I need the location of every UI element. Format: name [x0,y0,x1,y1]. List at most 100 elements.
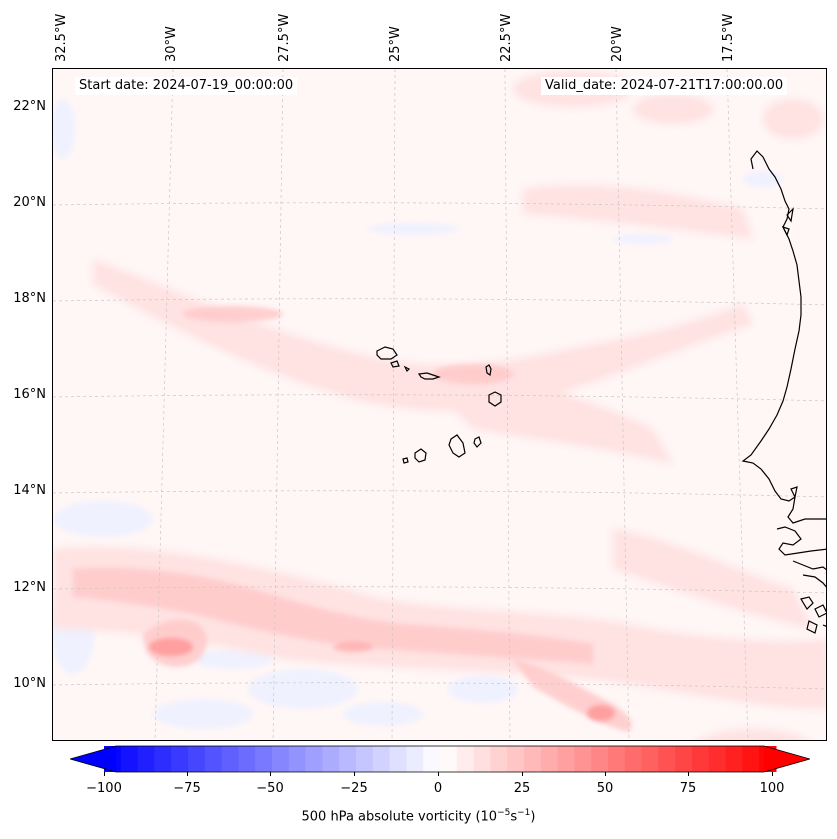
colorbar-tick-label: 75 [679,781,697,796]
lon-label-30w: 30°W [164,26,179,62]
western-sahara-inlets [781,207,794,237]
colorbar-cell [288,746,307,772]
strong-positive-vorticity [149,638,615,721]
parallel-12n [53,586,826,594]
colorbar-cell [272,746,290,772]
colorbar-tick [522,772,523,776]
colorbar-min-extend [70,746,116,772]
strong-core-west [149,638,193,656]
colorbar-tick [187,772,188,776]
neg-patch [53,501,153,537]
colorbar-tick-label: 100 [759,781,785,796]
colorbar-cell [305,746,323,772]
lat-label-22n: 22°N [13,99,46,114]
coast-guinea-islands [800,596,826,634]
map-panel [52,68,827,741]
mod-patch [183,306,283,322]
lon-label-27-5w: 27.5°W [277,13,292,62]
colorbar-title: 500 hPa absolute vorticity (10−5s−1) [0,808,837,824]
colorbar-tick [772,772,773,776]
pos-patch [633,94,713,124]
colorbar-title-end: ) [530,809,536,825]
valid-date-label: Valid_date: 2024-07-21T17:00:00.00 [541,77,788,95]
lon-label-25w: 25°W [388,26,403,62]
neg-patch [153,699,253,729]
island-santa-luzia [403,365,411,373]
colorbar-title-exp1: −5 [497,808,511,818]
neg-patch [743,171,783,187]
colorbar-tick [270,772,271,776]
meridian-27-5w [272,69,284,740]
island-boa-vista [488,391,502,407]
vorticity-map [53,69,826,740]
pos-patch [763,99,823,139]
lat-label-14n: 14°N [13,483,46,498]
colorbar-cell [120,746,139,772]
island-fogo [414,448,427,463]
lon-label-20w: 20°W [610,26,625,62]
colorbar-max-extend [764,746,810,772]
island-brava [402,457,409,464]
meridian-17-5w [726,69,749,740]
colorbar-cell [591,746,609,772]
colorbar-cell [574,746,592,772]
neg-patch [248,669,358,709]
colorbar-cell [322,746,340,772]
colorbar-cell [171,746,189,772]
meridian-20w [615,69,630,740]
colorbar-tick-label: −100 [86,781,122,796]
colorbar-cell [708,746,727,772]
neg-patch [448,675,518,703]
pos-band-central [433,382,673,464]
neg-patch [343,702,423,726]
island-sal [485,364,492,377]
lat-label-10n: 10°N [13,676,46,691]
neg-patch [193,649,273,669]
colorbar-title-exp2: −1 [517,808,531,818]
colorbar-cell [154,746,172,772]
colorbar-cell [423,746,441,772]
coastlines [741,150,826,634]
colorbar-cell [356,746,374,772]
pos-band-northwest [93,259,753,411]
african-coastline [741,150,826,524]
pos-patch [699,729,807,740]
colorbar-tick-label: 0 [433,781,443,796]
colorbar-cell [524,746,542,772]
colorbar-cell [238,746,256,772]
island-sao-nicolau [417,372,441,380]
lon-label-17-5w: 17.5°W [721,13,736,62]
colorbar-cell [490,746,508,772]
colorbar-cell [389,746,407,772]
coast-senegal-gambia [776,526,826,556]
colorbar-title-main: 500 hPa absolute vorticity (10 [301,809,498,825]
colorbar-cell [675,746,693,772]
colorbar-cell [440,746,458,772]
pos-band-east [613,529,813,629]
colorbar [68,744,812,774]
island-sao-vicente [390,360,400,368]
pos-band-north [523,185,753,239]
neg-patch [613,234,673,244]
colorbar-cell [658,746,676,772]
colorbar-tick-label: −25 [340,781,368,796]
coast-guinea-bissau [792,560,826,588]
colorbar-tick [688,772,689,776]
island-santiago [448,434,466,458]
colorbar-cell [339,746,357,772]
lon-label-22-5w: 22.5°W [499,13,514,62]
colorbar-cell [624,746,643,772]
lat-label-20n: 20°N [13,195,46,210]
neg-patch [53,99,75,159]
colorbar-cell [540,746,559,772]
lat-label-18n: 18°N [13,291,46,306]
start-date-label: Start date: 2024-07-19_00:00:00 [75,77,298,95]
colorbar-tick [605,772,606,776]
colorbar-tick-label: −50 [256,781,284,796]
colorbar-cell [641,746,659,772]
parallel-18n [53,298,826,306]
lon-label-32-5w: 32.5°W [54,13,69,62]
parallel-16n [53,394,826,402]
colorbar-tick [354,772,355,776]
island-santo-antao [376,346,398,360]
